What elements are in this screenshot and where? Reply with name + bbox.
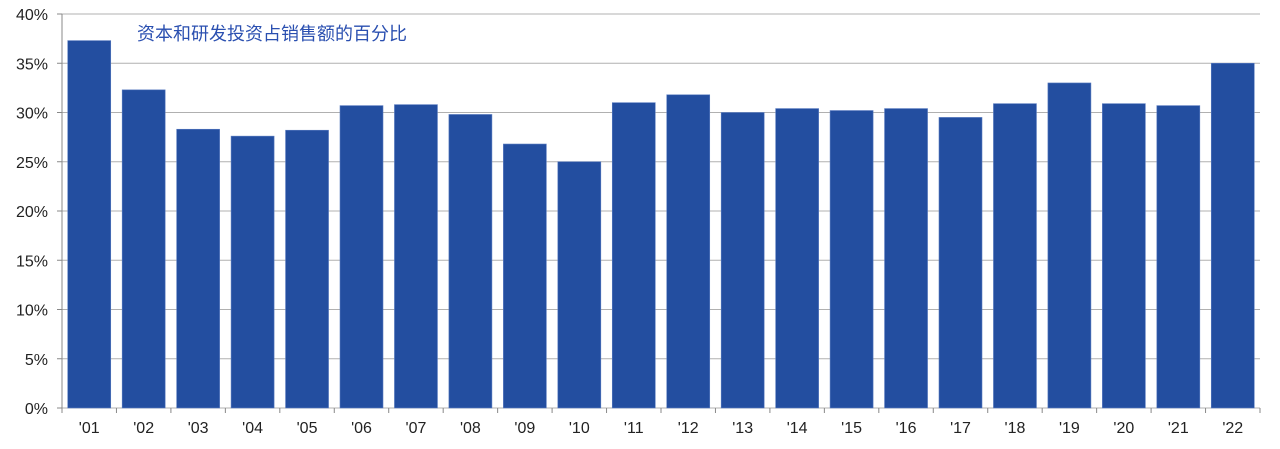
x-tick-label: '15 — [841, 420, 862, 437]
x-tick-label: '03 — [188, 420, 209, 437]
x-tick-label: '10 — [569, 420, 590, 437]
bars — [67, 40, 1255, 409]
x-tick-label: '09 — [514, 420, 535, 437]
bar-01 — [67, 40, 112, 409]
bar-16 — [884, 108, 928, 409]
bar-15 — [829, 110, 874, 409]
bar-21 — [1156, 105, 1201, 409]
bar-14 — [775, 108, 819, 409]
x-tick-label: '12 — [678, 420, 699, 437]
bar-22 — [1210, 62, 1255, 409]
x-tick-label: '18 — [1005, 420, 1026, 437]
x-tick-label: '08 — [460, 420, 481, 437]
x-tick-label: '05 — [297, 420, 318, 437]
y-tick-label: 20% — [16, 204, 48, 221]
x-tick-label: '21 — [1168, 420, 1189, 437]
x-tick-label: '19 — [1059, 420, 1080, 437]
x-tick-label: '02 — [133, 420, 154, 437]
x-tick-label: '17 — [950, 420, 971, 437]
y-tick-label: 30% — [16, 106, 48, 123]
x-tick-label: '01 — [79, 420, 100, 437]
chart-title: 资本和研发投资占销售额的百分比 — [137, 24, 407, 44]
bar-02 — [121, 89, 166, 409]
x-tick-label: '06 — [351, 420, 372, 437]
x-tick-label: '13 — [732, 420, 753, 437]
y-tick-label: 5% — [25, 352, 48, 369]
x-axis: '01 '02 '03 '04 '05 '06 '07 '08 '09 '10 '11 '12 '13 '… — [61, 408, 1261, 437]
bar-11 — [611, 102, 656, 409]
bar-08 — [448, 114, 493, 409]
bar-18 — [993, 103, 1037, 409]
x-tick-label: '14 — [787, 420, 808, 437]
y-tick-label: 40% — [16, 7, 48, 24]
bar-13 — [720, 112, 765, 409]
x-tick-label: '04 — [242, 420, 263, 437]
bar-19 — [1047, 82, 1092, 409]
x-tick-label: '20 — [1113, 420, 1134, 437]
bar-20 — [1102, 103, 1146, 409]
bar-17 — [938, 117, 983, 409]
y-tick-label: 10% — [16, 303, 48, 320]
bar-07 — [394, 104, 438, 409]
bar-04 — [230, 135, 275, 409]
x-tick-label: '22 — [1222, 420, 1243, 437]
x-tick-label: '16 — [896, 420, 917, 437]
x-tick-label: '07 — [406, 420, 427, 437]
y-tick-label: 15% — [16, 253, 48, 270]
x-tick-label: '11 — [624, 420, 644, 437]
bar-06 — [339, 105, 384, 409]
bar-10 — [557, 161, 602, 409]
bar-03 — [176, 128, 220, 409]
y-axis: 0% 5% 10% 15% 20% 25% 30% 35% 40% — [16, 7, 63, 418]
bar-05 — [285, 129, 329, 409]
bar-12 — [666, 94, 711, 409]
bar-09 — [503, 143, 547, 409]
y-tick-label: 35% — [16, 56, 48, 73]
y-tick-label: 25% — [16, 155, 48, 172]
y-tick-label: 0% — [25, 401, 48, 418]
